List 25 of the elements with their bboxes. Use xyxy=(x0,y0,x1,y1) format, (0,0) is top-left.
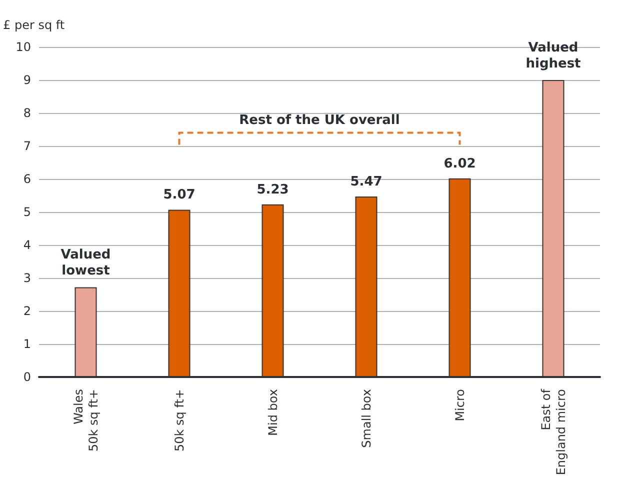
data-label: 5.23 xyxy=(256,182,289,198)
y-tick-label: 6 xyxy=(23,172,31,186)
data-label: 6.02 xyxy=(444,156,476,172)
annotation: Rest of the UK overall xyxy=(239,112,400,128)
y-axis-title: £ per sq ft xyxy=(3,18,65,32)
annotation: Valued highest xyxy=(526,40,581,72)
y-tick-label: 5 xyxy=(23,205,31,219)
x-tick-label: East of England micro xyxy=(538,388,568,476)
data-label: 5.47 xyxy=(350,174,382,190)
x-tick-label: 50k sq ft+ xyxy=(172,389,186,452)
y-tick-label: 10 xyxy=(16,40,31,54)
y-tick-label: 4 xyxy=(23,238,31,252)
y-tick-label: 8 xyxy=(23,106,31,120)
x-tick-label: Micro xyxy=(452,389,467,422)
x-tick-label: Mid box xyxy=(266,389,280,436)
annotation: Valued lowest xyxy=(60,248,111,279)
data-label: 5.07 xyxy=(163,188,196,203)
y-tick-label: 7 xyxy=(23,139,31,153)
y-tick-label: 1 xyxy=(23,337,31,351)
x-tick-label: Small box xyxy=(359,389,374,448)
y-tick-label: 9 xyxy=(23,73,31,87)
y-tick-label: 2 xyxy=(23,304,31,318)
y-tick-label: 0 xyxy=(23,370,31,384)
y-tick-label: 3 xyxy=(23,271,31,285)
x-tick-label: Wales 50k sq ft+ xyxy=(71,389,100,452)
